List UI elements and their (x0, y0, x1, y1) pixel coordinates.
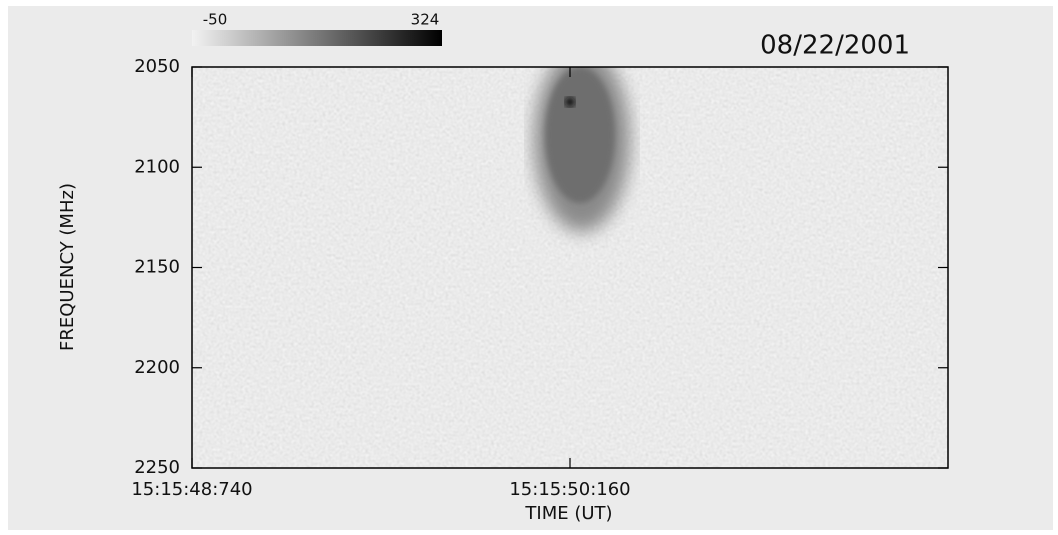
colorbar (192, 30, 442, 46)
y-axis-title: FREQUENCY (MHz) (57, 183, 78, 351)
x-tick-label: 15:15:50:160 (509, 479, 630, 500)
y-tick-label: 2100 (134, 156, 180, 177)
colorbar-max-label: 324 (411, 11, 440, 29)
y-tick-label: 2050 (134, 56, 180, 77)
burst-core (545, 67, 615, 203)
y-tick-label: 2200 (134, 357, 180, 378)
x-axis-title: TIME (UT) (524, 503, 612, 524)
burst-peak (565, 97, 575, 107)
x-tick-label: 15:15:48:740 (131, 479, 252, 500)
y-tick-label: 2250 (134, 457, 180, 478)
colorbar-min-label: -50 (203, 11, 228, 29)
date: 08/22/2001 (760, 31, 910, 61)
burst (534, 67, 630, 232)
y-tick-label: 2150 (134, 257, 180, 278)
